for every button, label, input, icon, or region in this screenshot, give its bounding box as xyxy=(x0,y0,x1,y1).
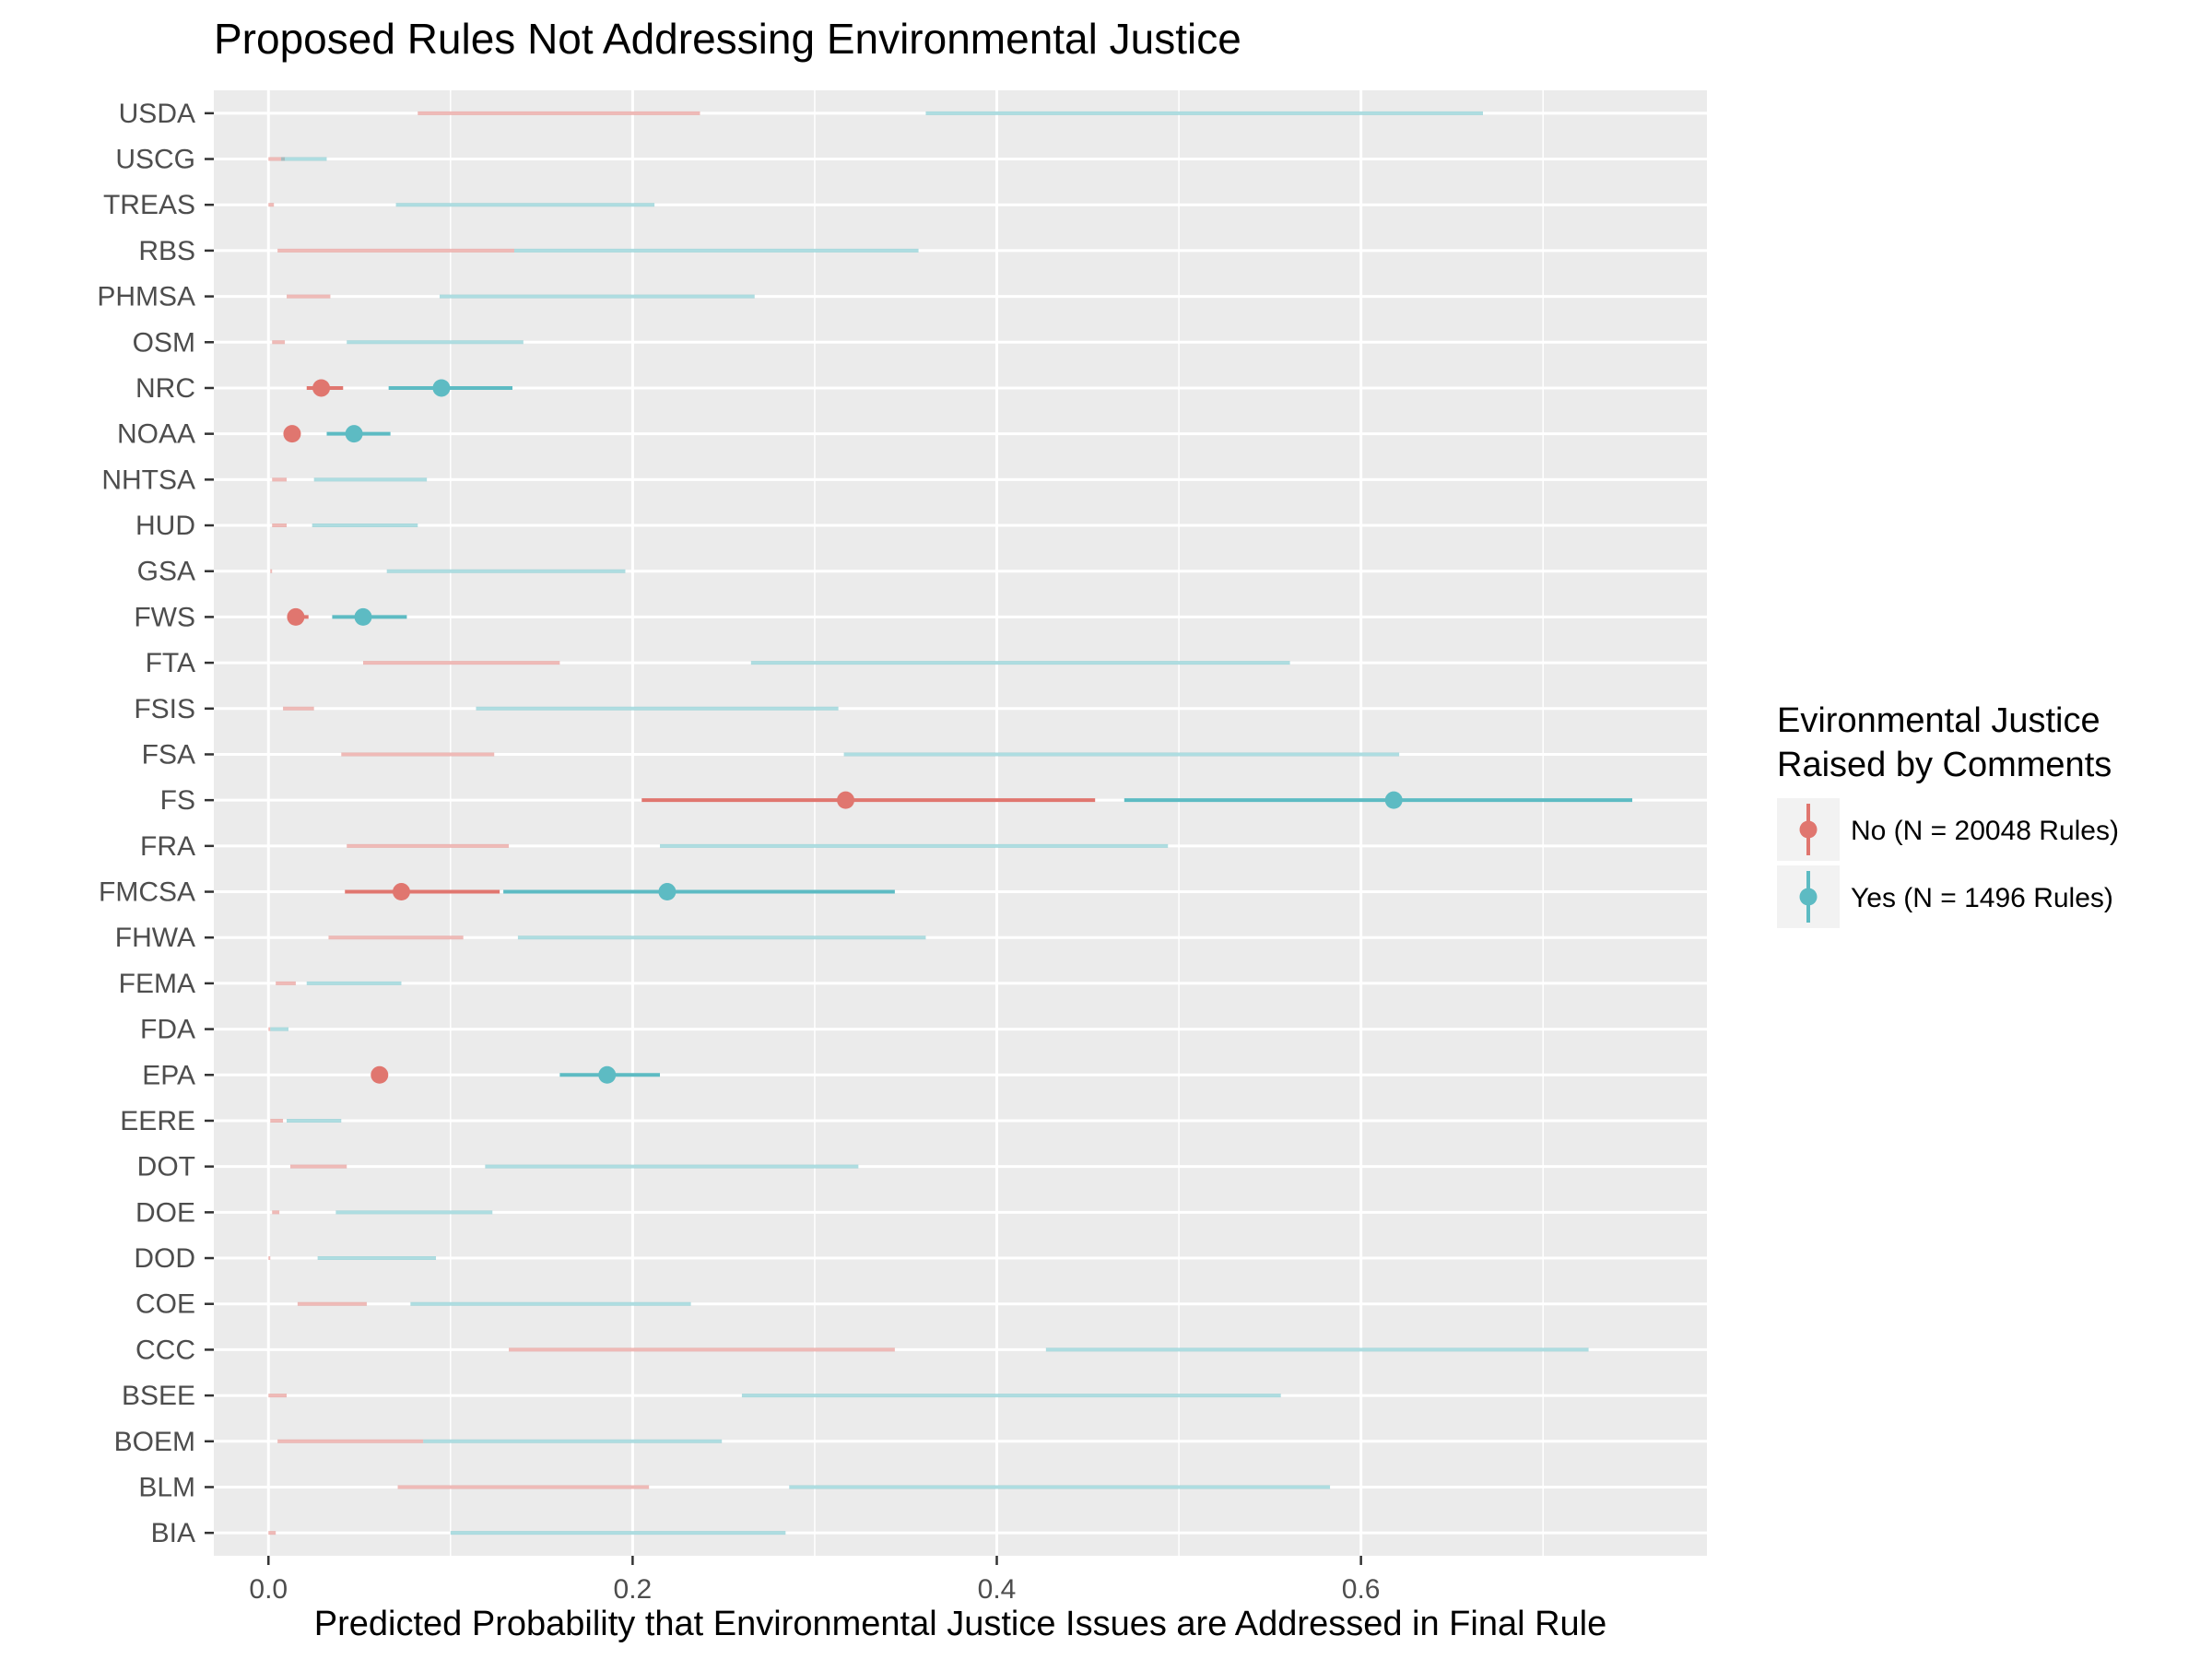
x-tick-label: 0.0 xyxy=(249,1574,288,1605)
legend-title-line2: Raised by Comments xyxy=(1777,746,2112,784)
legend: Evironmental Justice Raised by Comments … xyxy=(1777,701,2119,928)
y-tick-label-noaa: NOAA xyxy=(117,419,195,450)
y-tick-label-nhtsa: NHTSA xyxy=(101,465,195,495)
point-yes-epa xyxy=(598,1065,617,1084)
point-yes-noaa xyxy=(345,425,363,443)
grid-minor xyxy=(450,90,1544,1556)
y-tick-label-hud: HUD xyxy=(135,511,195,541)
point-yes-fmcsa xyxy=(658,883,677,901)
x-axis-title: Predicted Probability that Environmental… xyxy=(314,1605,1607,1643)
y-tick-label-treas: TREAS xyxy=(103,190,195,220)
y-tick-label-fmcsa: FMCSA xyxy=(99,877,195,908)
point-no-nrc xyxy=(312,379,331,397)
y-tick-label-fhwa: FHWA xyxy=(115,923,195,953)
point-no-epa xyxy=(371,1065,389,1084)
x-axis: 0.0 0.2 0.4 0.6 xyxy=(249,1556,1380,1605)
y-tick-label-fsis: FSIS xyxy=(134,694,195,724)
points xyxy=(283,379,1403,1084)
y-tick-label-coe: COE xyxy=(135,1289,195,1320)
y-tick-label-epa: EPA xyxy=(142,1060,195,1090)
legend-title-line1: Evironmental Justice xyxy=(1777,701,2100,740)
y-tick-label-uscg: USCG xyxy=(115,145,195,175)
point-yes-nrc xyxy=(432,379,451,397)
point-yes-fws xyxy=(354,607,372,626)
y-tick-label-osm: OSM xyxy=(133,327,195,358)
y-tick-label-fda: FDA xyxy=(140,1015,195,1045)
point-no-fws xyxy=(287,607,305,626)
y-tick-label-fws: FWS xyxy=(134,602,195,632)
point-yes-fs xyxy=(1384,791,1403,809)
y-tick-label-gsa: GSA xyxy=(137,557,195,587)
y-tick-label-bia: BIA xyxy=(151,1518,195,1548)
y-tick-label-dod: DOD xyxy=(134,1243,195,1274)
legend-label-yes: Yes (N = 1496 Rules) xyxy=(1851,883,2113,913)
y-tick-label-dot: DOT xyxy=(137,1152,195,1182)
y-tick-label-eere: EERE xyxy=(120,1106,195,1136)
y-tick-label-fra: FRA xyxy=(140,831,195,862)
y-tick-label-fsa: FSA xyxy=(142,739,195,770)
y-tick-label-blm: BLM xyxy=(138,1472,195,1502)
y-tick-label-nrc: NRC xyxy=(135,373,195,404)
y-tick-label-rbs: RBS xyxy=(138,236,195,266)
legend-keys xyxy=(1777,798,1840,928)
y-tick-label-usda: USDA xyxy=(119,99,195,129)
y-tick-label-ccc: CCC xyxy=(135,1335,195,1365)
y-tick-label-fs: FS xyxy=(160,785,195,816)
y-tick-label-phmsa: PHMSA xyxy=(97,282,195,312)
legend-label-no: No (N = 20048 Rules) xyxy=(1851,816,2119,846)
y-tick-label-fta: FTA xyxy=(146,648,195,678)
x-tick-label: 0.6 xyxy=(1342,1574,1381,1605)
point-no-fs xyxy=(837,791,855,809)
y-axis: USDA USCG TREAS RBS PHMSA OSM NRC NOAA NHTSA HUD G… xyxy=(97,99,214,1548)
plot-panel xyxy=(214,90,1707,1556)
legend-key-point-no xyxy=(1799,820,1818,839)
chart-title: Proposed Rules Not Addressing Environmen… xyxy=(214,15,1241,63)
x-tick-label: 0.2 xyxy=(614,1574,653,1605)
x-tick-label: 0.4 xyxy=(978,1574,1017,1605)
y-tick-label-doe: DOE xyxy=(135,1197,195,1228)
y-tick-label-fema: FEMA xyxy=(119,969,195,999)
point-no-fmcsa xyxy=(392,883,410,901)
y-tick-label-boem: BOEM xyxy=(114,1427,195,1457)
point-no-noaa xyxy=(283,425,301,443)
legend-key-point-yes xyxy=(1799,888,1818,906)
y-tick-label-bsee: BSEE xyxy=(122,1381,195,1411)
